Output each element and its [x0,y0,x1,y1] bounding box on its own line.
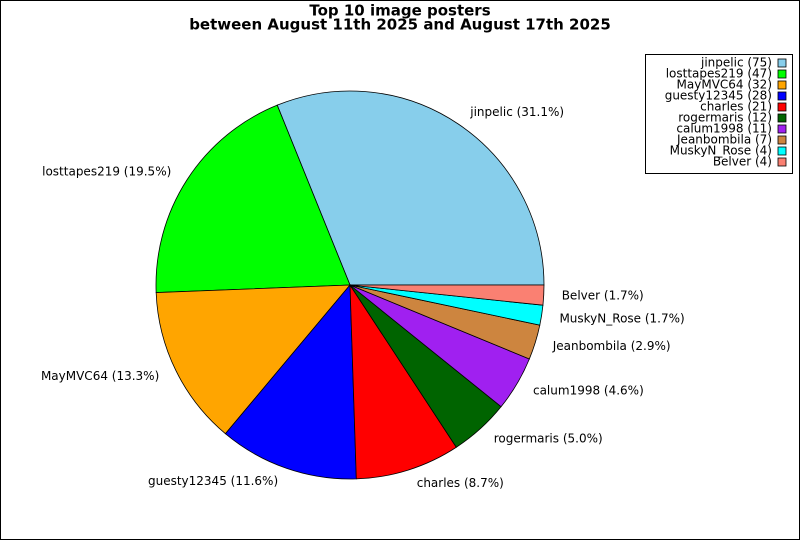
legend-label: MuskyN_Rose (4) [670,144,772,158]
legend-label: MayMVC64 (32) [677,78,772,92]
legend-label: guesty12345 (28) [665,89,772,103]
legend-label: jinpelic (75) [700,56,772,70]
pie-slice [349,284,545,306]
legend-label: rogermaris (12) [678,111,772,125]
pie-slice [224,283,357,480]
pie-slice [155,104,351,294]
legend-swatch [777,135,787,145]
slice-label: MayMVC64 (13.3%) [41,369,159,383]
slice-label: charles (8.7%) [417,476,504,490]
legend-swatch [777,91,787,101]
chart-title: Top 10 image posters [309,2,490,20]
legend-swatch [777,146,787,156]
legend-swatch [777,113,787,123]
legend-label: Jeanbombila (7) [676,133,772,147]
legend-swatch [777,58,787,68]
pie-slice [349,283,457,480]
legend-label: losttapes219 (47) [666,67,772,81]
slice-label: calum1998 (4.6%) [533,383,644,397]
legend-label: calum1998 (11) [676,122,772,136]
legend-swatch [777,69,787,79]
pie-slice [276,90,545,286]
chart-subtitle: between August 11th 2025 and August 17th… [189,16,611,34]
slice-label: Jeanbombila (2.9%) [552,339,671,353]
slice-label: rogermaris (5.0%) [494,432,603,446]
slice-label: MuskyN_Rose (1.7%) [559,311,684,325]
slice-label: Belver (1.7%) [562,288,644,302]
pie-slice [155,284,351,435]
slice-label: losttapes219 (19.5%) [42,165,171,179]
legend-swatch [777,124,787,134]
legend-label: charles (21) [700,100,772,114]
legend-label: Belver (4) [713,155,772,169]
slice-label: guesty12345 (11.6%) [148,474,278,488]
legend-swatch [777,102,787,112]
legend-swatch [777,157,787,167]
legend-box [645,54,793,174]
slice-label: jinpelic (31.1%) [469,105,564,119]
legend-swatch [777,80,787,90]
